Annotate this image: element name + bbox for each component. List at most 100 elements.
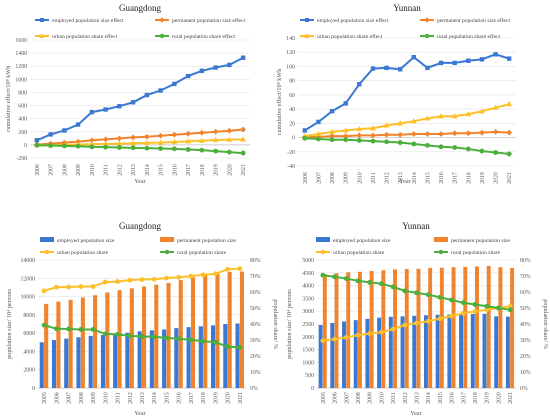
data-point (237, 344, 243, 350)
x-tick-label: 2007 (67, 392, 73, 404)
x-tick-label: 2012 (403, 392, 409, 404)
data-point (397, 67, 403, 72)
data-point (343, 137, 349, 143)
data-point (199, 147, 205, 153)
legend-marker (424, 17, 430, 23)
bar-permanent-population-size (486, 265, 491, 388)
data-point (115, 331, 120, 337)
series-line-rural-population-share-effect (304, 137, 510, 155)
series-line-urban-population-share-effect (304, 103, 510, 138)
bar-employed-population-size (223, 324, 228, 388)
legend-label: employed population size (333, 238, 391, 244)
data-point (356, 137, 362, 143)
data-point (139, 334, 145, 339)
legend-marker (438, 249, 444, 255)
data-point (496, 305, 501, 311)
data-point (343, 101, 348, 106)
data-point (425, 292, 431, 298)
data-point (144, 139, 150, 146)
data-point (316, 119, 321, 125)
y-axis-label: population size/ 10⁴ persons (6, 289, 13, 359)
data-point (172, 81, 177, 87)
data-point (48, 143, 54, 148)
legend-marker (320, 249, 326, 255)
y-tick-label: 140 (286, 36, 295, 42)
legend-item: rural population share effect (420, 33, 501, 40)
x-tick-label: 2008 (356, 392, 362, 404)
data-point (34, 138, 40, 143)
data-point (452, 60, 457, 66)
data-point (213, 148, 219, 154)
data-point (200, 272, 206, 278)
y2-axis-label: population share/ % (272, 299, 279, 349)
legend-item: rural population share effect (155, 33, 236, 40)
data-point (472, 309, 478, 314)
bar-permanent-population-size (68, 299, 73, 388)
y-tick-label: 20 (289, 121, 295, 127)
bar-employed-population-size (412, 315, 417, 388)
y2-tick-label: 0% (250, 386, 258, 392)
x-tick-label: 2009 (91, 392, 97, 404)
data-point (171, 146, 177, 152)
bar-permanent-population-size (357, 271, 362, 388)
legend-label: permanent population size effect (437, 17, 510, 24)
data-point (507, 303, 513, 309)
data-point (34, 142, 40, 148)
data-point (103, 107, 108, 112)
data-point (425, 65, 430, 71)
data-point (116, 145, 122, 150)
data-point (130, 134, 136, 141)
data-point (158, 146, 164, 151)
bar-employed-population-size (88, 335, 93, 388)
bar-employed-population-size (51, 340, 57, 388)
y2-tick-label: 70% (520, 274, 531, 280)
x-tick-label: 2021 (507, 172, 513, 184)
data-point (506, 56, 512, 61)
legend-item: urban population share effect (35, 33, 118, 40)
y2-tick-label: 80% (520, 258, 531, 264)
data-point (41, 322, 47, 328)
bar-permanent-population-size (80, 297, 85, 388)
legend-marker (304, 33, 310, 38)
x-tick-label: 2009 (76, 164, 82, 176)
y-tick-label: 10000 (21, 295, 36, 301)
data-point (492, 129, 499, 135)
data-point (343, 276, 349, 281)
data-point (506, 101, 513, 107)
y-tick-label: 6000 (23, 331, 35, 337)
y-axis-label: cumulative effect/10⁸ kWh (5, 65, 12, 133)
bar-employed-population-size (482, 313, 487, 388)
y-tick-label: 600 (18, 104, 27, 110)
bar-employed-population-size (76, 337, 81, 388)
legend-marker (44, 249, 50, 255)
data-point (103, 144, 109, 150)
bar-employed-population-size (353, 320, 358, 388)
y-tick-label: 100 (286, 64, 295, 70)
legend-swatch (160, 237, 174, 242)
data-point (240, 55, 246, 60)
x-tick-label: 2021 (238, 392, 244, 404)
data-point (66, 284, 72, 290)
y2-tick-label: 60% (520, 290, 531, 296)
legend-label: employed population size effect (317, 17, 389, 24)
data-point (410, 131, 417, 137)
data-point (78, 327, 84, 332)
legend-marker (159, 33, 165, 39)
bar-permanent-population-size (129, 288, 134, 388)
data-point (378, 281, 384, 287)
data-point (225, 344, 231, 350)
data-point (424, 115, 431, 121)
y-tick-label: 1600 (15, 38, 27, 44)
data-point (424, 131, 431, 137)
data-point (329, 128, 335, 135)
data-point (390, 284, 396, 290)
data-point (144, 145, 150, 151)
bar-employed-population-size (388, 316, 393, 388)
legend-label: urban population share (57, 250, 109, 256)
x-tick-label: 2007 (316, 172, 322, 184)
data-point (460, 300, 466, 306)
data-point (370, 125, 376, 131)
x-tick-label: 2008 (79, 392, 85, 404)
data-point (225, 266, 231, 272)
